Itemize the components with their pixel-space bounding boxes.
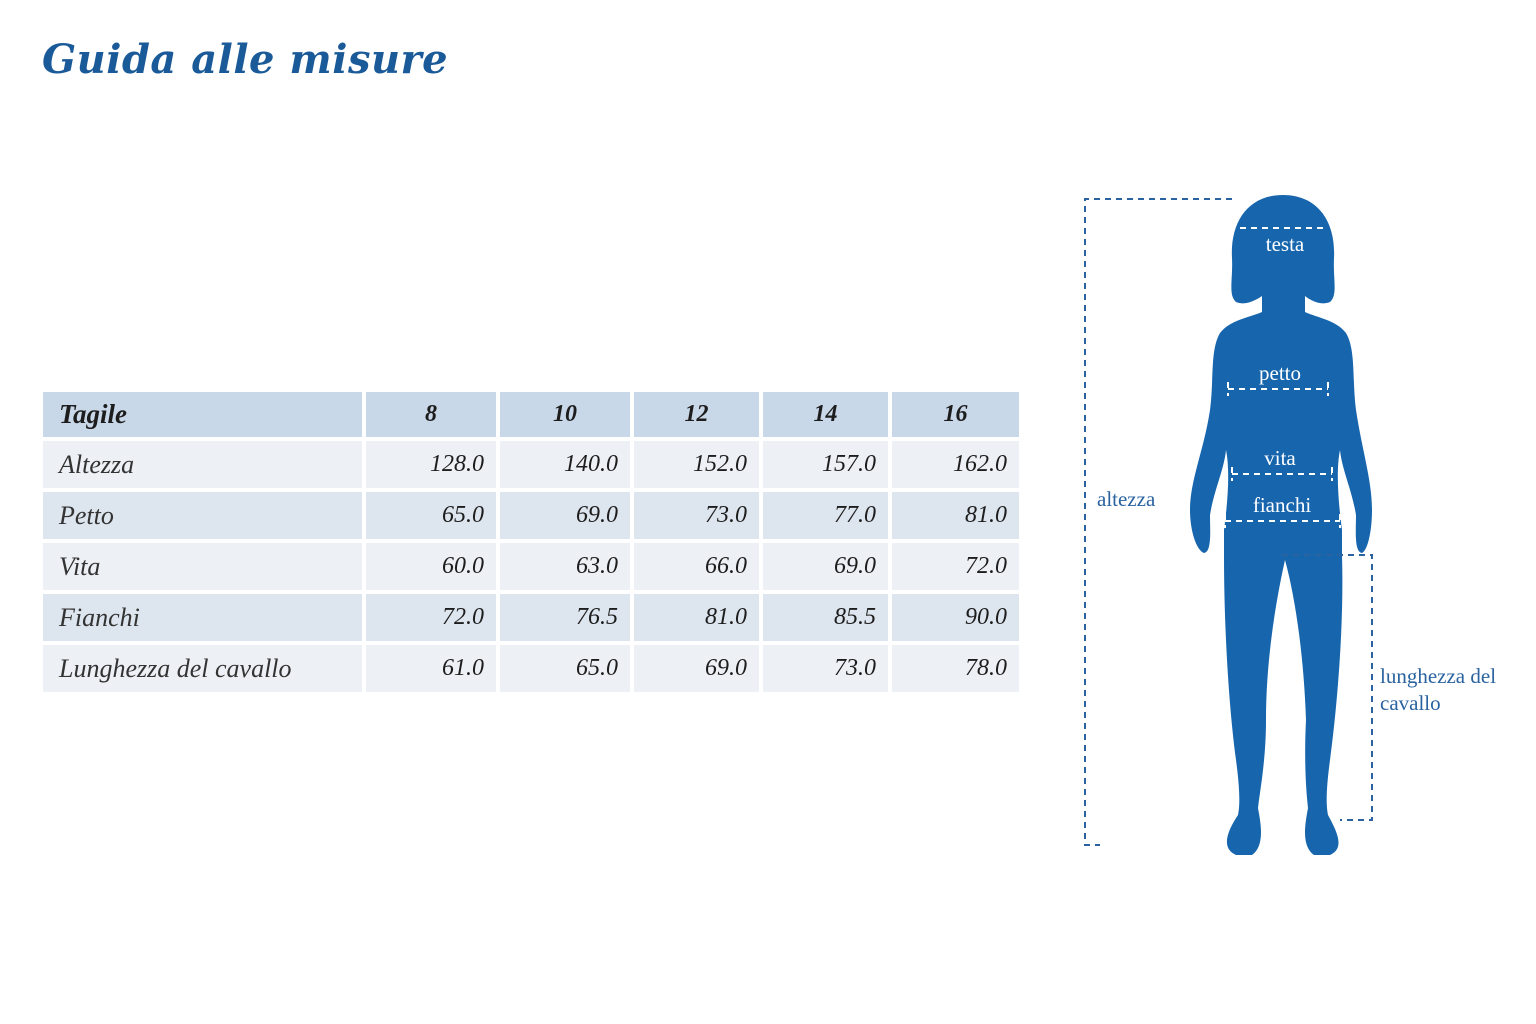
cell: 66.0 xyxy=(634,543,759,590)
cell: 77.0 xyxy=(763,492,888,539)
column-header: 8 xyxy=(366,392,496,437)
table-row: Altezza 128.0 140.0 152.0 157.0 162.0 xyxy=(43,441,1019,488)
table-row: Vita 60.0 63.0 66.0 69.0 72.0 xyxy=(43,543,1019,590)
cell: 73.0 xyxy=(763,645,888,692)
table-body: Altezza 128.0 140.0 152.0 157.0 162.0 Petto 65.… xyxy=(43,441,1019,692)
cell: 69.0 xyxy=(634,645,759,692)
cell: 72.0 xyxy=(892,543,1019,590)
cell: 60.0 xyxy=(366,543,496,590)
label-hips: fianchi xyxy=(1252,493,1312,517)
cell: 69.0 xyxy=(500,492,630,539)
cell: 65.0 xyxy=(366,492,496,539)
column-header: 10 xyxy=(500,392,630,437)
cell: 140.0 xyxy=(500,441,630,488)
cell: 69.0 xyxy=(763,543,888,590)
cell: 152.0 xyxy=(634,441,759,488)
cell: 81.0 xyxy=(634,594,759,641)
cell: 72.0 xyxy=(366,594,496,641)
row-label: Vita xyxy=(43,543,362,590)
cell: 162.0 xyxy=(892,441,1019,488)
cell: 85.5 xyxy=(763,594,888,641)
measure-lines xyxy=(1084,198,1373,846)
table-row: Fianchi 72.0 76.5 81.0 85.5 90.0 xyxy=(43,594,1019,641)
row-label: Lunghezza del cavallo xyxy=(43,645,362,692)
row-label: Petto xyxy=(43,492,362,539)
table-row: Petto 65.0 69.0 73.0 77.0 81.0 xyxy=(43,492,1019,539)
cell: 65.0 xyxy=(500,645,630,692)
cell: 90.0 xyxy=(892,594,1019,641)
cell: 63.0 xyxy=(500,543,630,590)
cell: 61.0 xyxy=(366,645,496,692)
label-head: testa xyxy=(1265,232,1305,256)
row-label: Fianchi xyxy=(43,594,362,641)
row-label: Altezza xyxy=(43,441,362,488)
column-header: 14 xyxy=(763,392,888,437)
label-chest: petto xyxy=(1259,361,1301,385)
label-height: altezza xyxy=(1097,487,1156,511)
column-header: 12 xyxy=(634,392,759,437)
label-inseam: lunghezza del cavallo xyxy=(1380,664,1497,715)
column-header: Tagile xyxy=(43,392,362,437)
label-waist: vita xyxy=(1264,446,1296,470)
size-table: Tagile 8 10 12 14 16 Altezza 128.0 140.0 152.0 15… xyxy=(39,388,1023,696)
cell: 76.5 xyxy=(500,594,630,641)
cell: 128.0 xyxy=(366,441,496,488)
silhouette xyxy=(1190,195,1372,855)
header-row: Tagile 8 10 12 14 16 xyxy=(43,392,1019,437)
column-header: 16 xyxy=(892,392,1019,437)
title: Guida alle misure xyxy=(42,36,449,83)
cell: 78.0 xyxy=(892,645,1019,692)
cell: 73.0 xyxy=(634,492,759,539)
cell: 81.0 xyxy=(892,492,1019,539)
cell: 157.0 xyxy=(763,441,888,488)
table-row: Lunghezza del cavallo 61.0 65.0 69.0 73.0 78.… xyxy=(43,645,1019,692)
